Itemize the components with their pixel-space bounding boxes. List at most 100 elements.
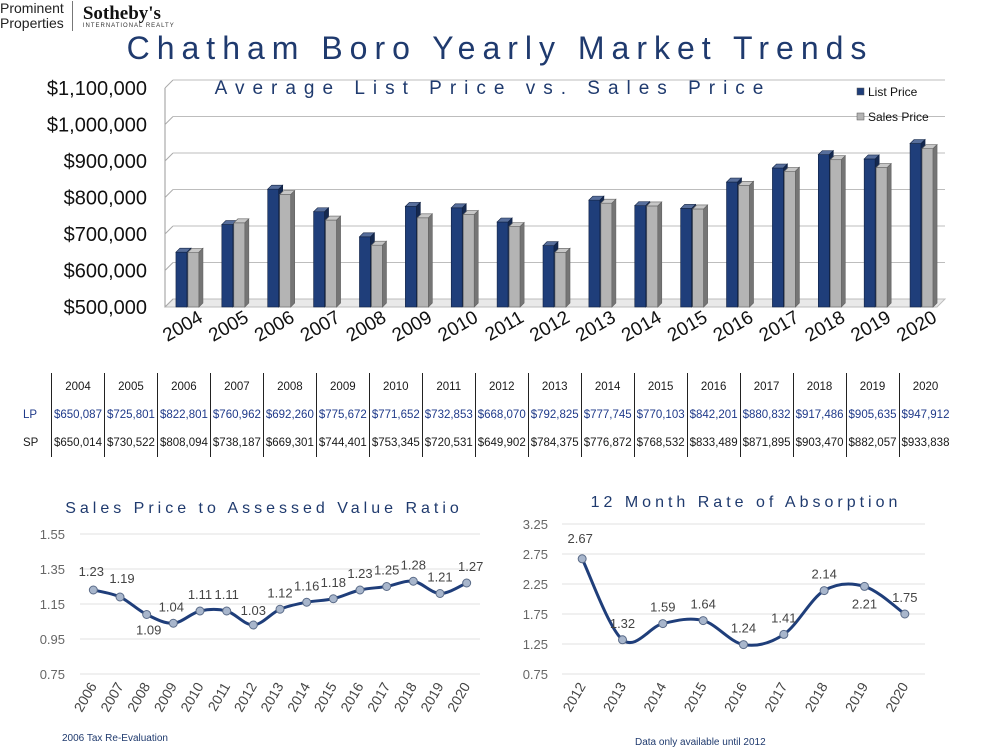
table-year-header: 2009 <box>315 373 370 401</box>
y-tick-label: $600,000 <box>64 261 147 283</box>
data-point <box>168 618 178 628</box>
table-cell: $775,672 <box>315 401 370 429</box>
table-cell: $771,652 <box>368 401 423 429</box>
x-tick-label: 2008 <box>124 679 154 714</box>
x-tick-label: 2014 <box>640 679 670 714</box>
bar-front <box>371 244 383 308</box>
legend-label: List Price <box>868 85 918 99</box>
y-tick-label: 0.95 <box>40 632 65 647</box>
bar-side <box>198 247 204 308</box>
y-tick-label: 0.75 <box>40 667 65 682</box>
brand-line1: Prominent <box>0 0 64 16</box>
x-tick-label: 2013 <box>600 679 630 714</box>
bar-front <box>738 184 750 308</box>
table-cell: $792,825 <box>527 401 582 429</box>
table-row: LP $650,087 $725,801 $822,801 $760,962 $692,2… <box>15 401 952 429</box>
gridline-depth <box>164 189 174 198</box>
data-point <box>819 586 829 596</box>
chart-title: Average List Price vs. Sales Price <box>215 78 772 99</box>
y-tick-label: 1.55 <box>40 527 65 542</box>
x-tick-label: 2006 <box>70 679 100 714</box>
x-tick-label: 2013 <box>572 307 619 346</box>
ratio-chart: Sales Price to Assessed Value Ratio 0.75 0… <box>40 500 484 714</box>
bar-front <box>772 167 784 308</box>
table-year-header: 2004 <box>51 373 105 401</box>
bar-side <box>382 240 387 308</box>
bar-side <box>336 215 341 308</box>
y-tick-label: 1.25 <box>523 637 548 652</box>
data-label: 1.25 <box>374 563 399 578</box>
table-cell: $933,838 <box>898 429 952 457</box>
data-point <box>658 619 668 629</box>
bar-side <box>428 213 433 308</box>
gridline-depth <box>164 262 174 271</box>
data-label: 1.12 <box>267 585 292 600</box>
bar-front <box>829 159 842 308</box>
brand-right: Sotheby's INTERNATIONAL REALTY <box>73 4 175 29</box>
bar-front <box>187 251 200 308</box>
table-cell: $777,745 <box>580 401 635 429</box>
table-cell: $833,489 <box>686 429 741 457</box>
x-tick-label: 2015 <box>310 679 340 714</box>
table-year-header: 2015 <box>633 373 688 401</box>
data-point <box>860 581 869 591</box>
bar-front <box>450 207 463 308</box>
page-title: Chatham Boro Yearly Market Trends <box>126 30 874 66</box>
bar-front <box>175 251 188 308</box>
y-tick-label: 1.15 <box>40 597 65 612</box>
x-tick-label: 2018 <box>801 679 831 714</box>
absorption-chart: 12 Month Rate of Absorption 0.75 1.25 1.75 2… <box>523 494 925 714</box>
data-label: 2.14 <box>812 567 837 582</box>
bar-side <box>749 180 754 308</box>
data-point <box>142 610 152 619</box>
bar-side <box>244 218 250 308</box>
bar-front <box>554 251 567 308</box>
bar-front <box>600 202 613 308</box>
bar-front <box>313 211 325 308</box>
data-label: 1.64 <box>691 597 716 612</box>
bar-front <box>359 236 371 308</box>
data-label: 1.32 <box>610 616 635 631</box>
x-tick-label: 2017 <box>364 679 394 714</box>
gridline-depth <box>164 298 174 308</box>
y-tick-label: 1.35 <box>40 562 65 577</box>
table-row: SP $650,014 $730,522 $808,094 $738,187 $669,3… <box>15 429 952 457</box>
data-point <box>275 604 285 614</box>
ratio-note: 2006 Tax Re-Evaluation <box>62 733 168 744</box>
data-point <box>779 629 789 639</box>
table-header-row: 2004 2005 2006 2007 2008 2009 2010 2011 2012 2013… <box>15 373 952 401</box>
x-tick-label: 2012 <box>230 679 260 714</box>
table-cell: $776,872 <box>580 429 635 457</box>
data-point <box>900 609 910 619</box>
bar-front <box>542 245 555 308</box>
table-cell: $650,014 <box>51 429 105 457</box>
data-point <box>462 578 472 588</box>
table-cell: $917,486 <box>792 401 847 429</box>
data-label: 1.03 <box>241 603 266 618</box>
data-label: 1.16 <box>294 578 319 593</box>
legend-swatch <box>856 112 865 121</box>
data-point <box>302 597 312 607</box>
y-tick-label: $900,000 <box>64 151 147 173</box>
brand-sub: INTERNATIONAL REALTY <box>82 22 175 29</box>
data-label: 1.24 <box>731 621 756 636</box>
table-cell: $808,094 <box>156 429 211 457</box>
data-point <box>328 594 338 604</box>
data-label: 1.09 <box>136 623 161 638</box>
data-label: 2.21 <box>852 596 877 611</box>
bar-front <box>784 170 796 308</box>
chart-title: Sales Price to Assessed Value Ratio <box>65 500 463 517</box>
bar-front <box>496 221 509 308</box>
x-tick-label: 2020 <box>893 307 940 346</box>
data-point <box>355 585 365 595</box>
bar-side <box>840 155 846 308</box>
x-tick-label: 2011 <box>204 679 233 713</box>
table-cell: $768,532 <box>633 429 688 457</box>
data-point <box>698 616 708 626</box>
table-cell: $760,962 <box>209 401 264 429</box>
brand-line2: Properties <box>0 15 64 31</box>
x-tick-label: 2011 <box>482 307 528 346</box>
table-cell: $905,635 <box>845 401 899 429</box>
table-cell: $947,912 <box>898 401 952 429</box>
x-tick-label: 2009 <box>389 307 436 346</box>
